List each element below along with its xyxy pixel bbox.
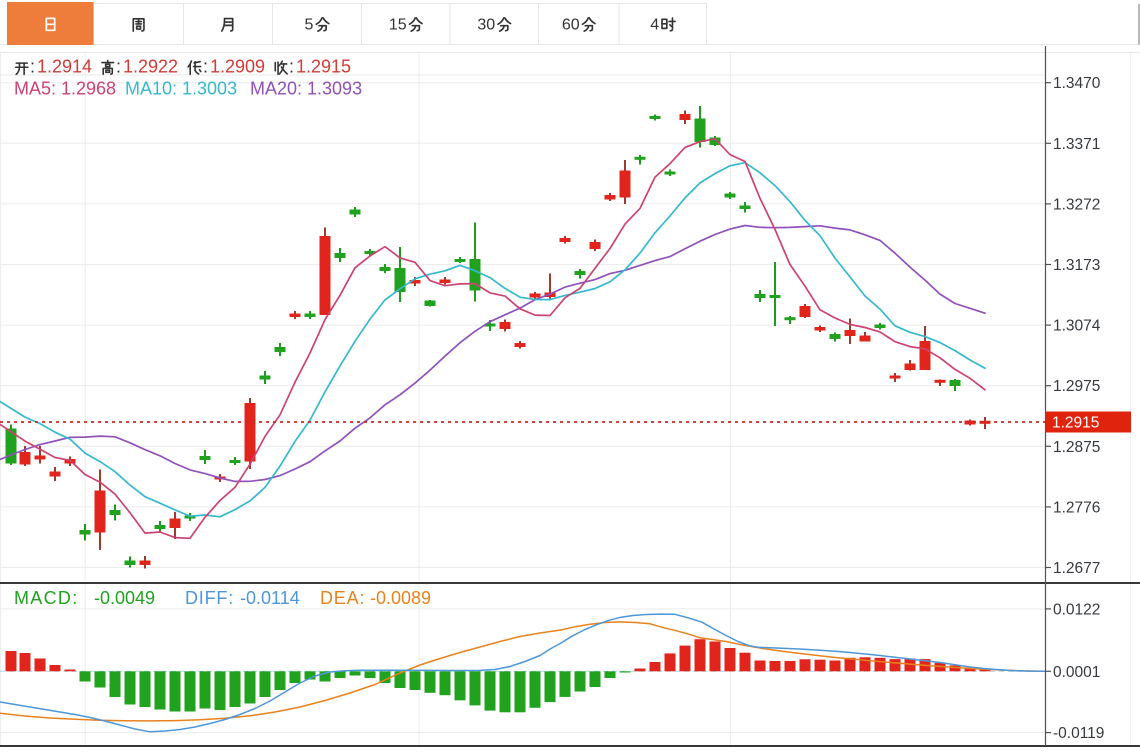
svg-text:MACD:: MACD: — [14, 588, 79, 608]
svg-text:4: 4 — [650, 17, 659, 34]
svg-text:-0.0119: -0.0119 — [1053, 725, 1104, 742]
svg-text:0.0001: 0.0001 — [1053, 664, 1100, 681]
svg-text::: : — [116, 57, 121, 77]
svg-text:1.2776: 1.2776 — [1053, 499, 1100, 516]
svg-text:1.3173: 1.3173 — [1053, 257, 1100, 274]
svg-text:1.2915: 1.2915 — [1052, 415, 1099, 432]
svg-text:1.2975: 1.2975 — [1053, 378, 1100, 395]
svg-text:0.0122: 0.0122 — [1053, 601, 1100, 618]
svg-text:1.2915: 1.2915 — [296, 57, 351, 77]
svg-text:60: 60 — [562, 17, 580, 34]
svg-text:5: 5 — [305, 17, 314, 34]
svg-text:1.3074: 1.3074 — [1053, 318, 1101, 335]
svg-text:DEA:: DEA: — [320, 588, 365, 608]
svg-text::: : — [289, 57, 294, 77]
svg-text:DIFF:: DIFF: — [185, 588, 234, 608]
svg-text:1.2922: 1.2922 — [123, 57, 178, 77]
svg-text::: : — [30, 57, 35, 77]
svg-text:1.2875: 1.2875 — [1053, 439, 1100, 456]
svg-text:1.3371: 1.3371 — [1053, 136, 1100, 153]
svg-text:1.2914: 1.2914 — [37, 57, 92, 77]
svg-text:-0.0049: -0.0049 — [94, 588, 155, 608]
svg-text:1.3470: 1.3470 — [1053, 75, 1101, 92]
svg-text::: : — [203, 57, 208, 77]
svg-text:1.2909: 1.2909 — [210, 57, 265, 77]
svg-text:15: 15 — [389, 17, 407, 34]
svg-text:1.2677: 1.2677 — [1053, 560, 1100, 577]
svg-text:30: 30 — [477, 17, 495, 34]
svg-text:-0.0114: -0.0114 — [240, 588, 300, 608]
svg-text:-0.0089: -0.0089 — [370, 588, 431, 608]
svg-text:MA20: 1.3093: MA20: 1.3093 — [250, 79, 362, 99]
svg-text:1.3272: 1.3272 — [1053, 196, 1100, 213]
svg-text:MA5: 1.2968: MA5: 1.2968 — [14, 79, 116, 99]
svg-text:MA10: 1.3003: MA10: 1.3003 — [125, 79, 237, 99]
